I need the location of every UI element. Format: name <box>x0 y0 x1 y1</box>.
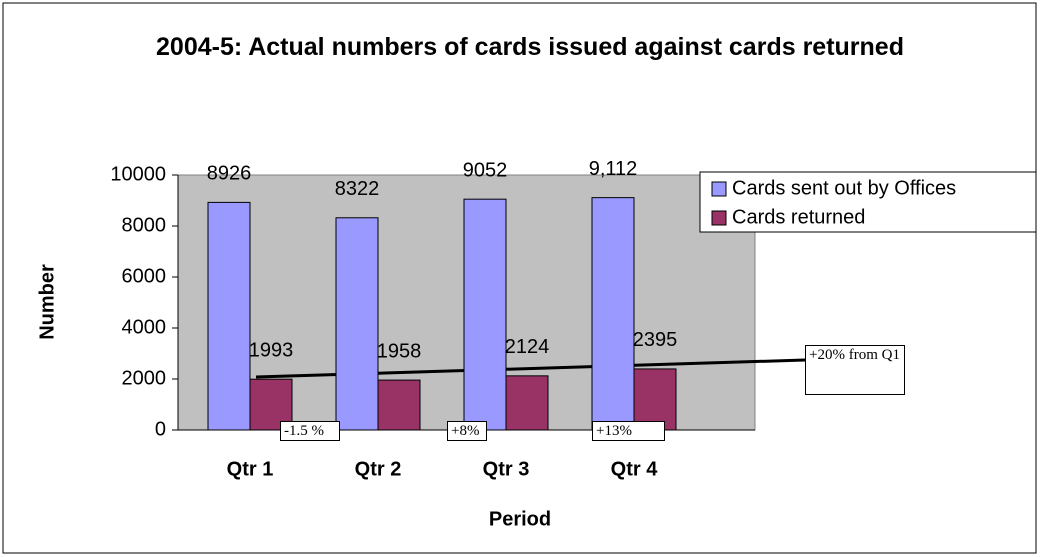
legend <box>699 171 1037 233</box>
legend-swatch <box>711 210 727 226</box>
x-tick-label: Qtr 1 <box>227 458 274 480</box>
data-label: 9,112 <box>589 158 638 180</box>
y-tick-label: 0 <box>155 418 166 440</box>
bar <box>463 198 507 431</box>
y-tick-label: 6000 <box>122 265 167 287</box>
legend-swatch <box>711 181 727 197</box>
bar <box>505 375 549 431</box>
legend-label: Cards returned <box>732 206 865 228</box>
bar <box>591 197 635 431</box>
y-tick-label: 10000 <box>110 163 166 185</box>
x-tick-label: Qtr 4 <box>611 458 659 480</box>
x-tick-label: Qtr 3 <box>483 458 530 480</box>
y-tick-label: 8000 <box>122 214 167 236</box>
data-label: 2124 <box>505 336 550 358</box>
bar <box>207 201 251 431</box>
data-label: 8926 <box>207 163 252 185</box>
y-tick-label: 4000 <box>122 316 167 338</box>
y-tick-label: 2000 <box>122 367 167 389</box>
y-axis-label: Number <box>36 264 58 340</box>
data-label: 2395 <box>633 329 678 351</box>
data-label: 9052 <box>463 159 508 181</box>
annotation: +20% from Q1 <box>805 345 905 395</box>
x-axis-label: Period <box>489 508 551 530</box>
legend-label: Cards sent out by Offices <box>732 177 956 199</box>
x-tick-label: Qtr 2 <box>355 458 402 480</box>
bar <box>377 379 421 431</box>
annotation: +13% <box>592 421 665 441</box>
data-label: 1993 <box>249 339 294 361</box>
annotation: -1.5 % <box>280 421 340 441</box>
data-label: 1958 <box>377 340 422 362</box>
chart-title: 2004-5: Actual numbers of cards issued a… <box>156 33 904 61</box>
bar <box>335 217 379 431</box>
data-label: 8322 <box>335 178 380 200</box>
annotation: +8% <box>447 421 487 441</box>
